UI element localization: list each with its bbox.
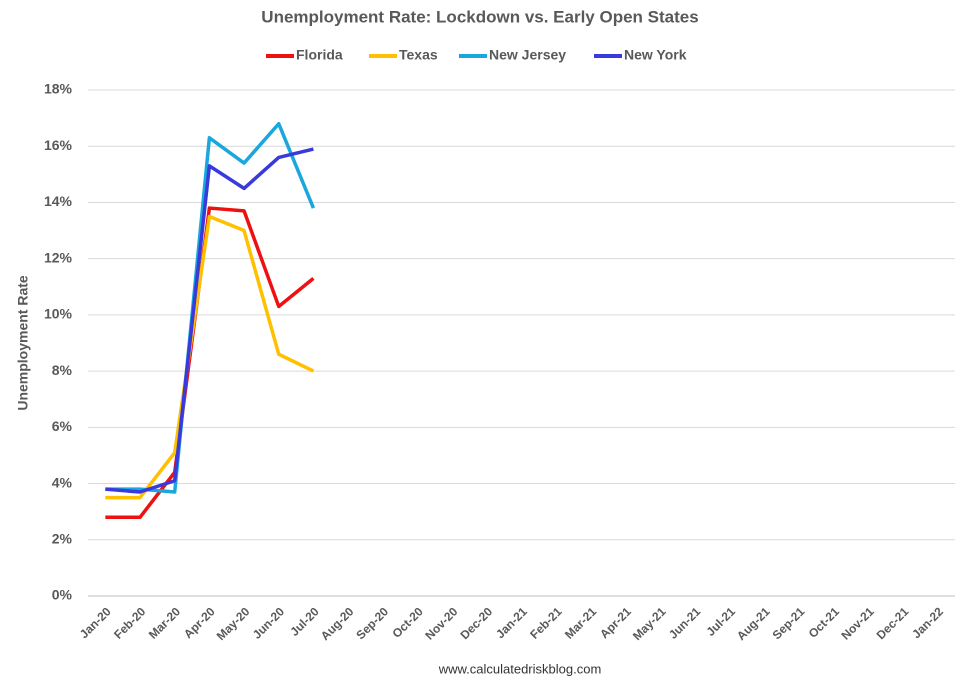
x-tick-label: Jan-20 — [77, 604, 114, 641]
chart-title: Unemployment Rate: Lockdown vs. Early Op… — [261, 7, 698, 26]
y-tick-label: 14% — [44, 193, 73, 209]
series-line — [105, 214, 315, 500]
series-line — [105, 147, 314, 494]
x-tick-label: Sep-20 — [353, 604, 391, 642]
x-tick-label: Aug-21 — [734, 604, 773, 643]
x-tick-label: Oct-21 — [806, 604, 843, 641]
x-tick-label: Jun-21 — [666, 604, 703, 641]
x-tick-label: May-20 — [214, 604, 253, 643]
x-tick-label: Feb-21 — [527, 604, 564, 641]
legend-label: Texas — [399, 47, 438, 63]
x-tick-label: Apr-20 — [181, 604, 218, 641]
x-tick-label: Aug-20 — [318, 604, 357, 643]
x-tick-label: Nov-21 — [838, 604, 876, 642]
x-tick-label: Dec-21 — [874, 604, 912, 642]
y-tick-label: 2% — [52, 530, 73, 546]
x-tick-label: Mar-21 — [562, 604, 599, 641]
x-tick-label: Jan-21 — [493, 604, 530, 641]
x-tick-label: Jul-21 — [704, 604, 739, 639]
x-tick-label: Jul-20 — [287, 604, 322, 639]
x-tick-label: Jan-22 — [909, 604, 946, 641]
y-tick-label: 18% — [44, 81, 73, 97]
x-tick-label: Dec-20 — [457, 604, 495, 642]
x-tick-label: Mar-20 — [146, 604, 183, 641]
x-tick-label: Sep-21 — [770, 604, 808, 642]
y-tick-label: 6% — [52, 418, 73, 434]
y-tick-label: 16% — [44, 137, 73, 153]
y-tick-label: 12% — [44, 249, 73, 265]
legend-label: New York — [624, 47, 687, 63]
x-tick-label: Jun-20 — [250, 604, 287, 641]
x-tick-label: Oct-20 — [390, 604, 427, 641]
y-axis-label: Unemployment Rate — [15, 275, 31, 411]
legend-label: New Jersey — [489, 47, 566, 63]
source: www.calculatedriskblog.com — [438, 661, 602, 676]
x-tick-label: Feb-20 — [111, 604, 148, 641]
series-line — [105, 206, 315, 520]
y-tick-label: 8% — [52, 362, 73, 378]
x-tick-label: Nov-20 — [422, 604, 460, 642]
x-tick-label: Apr-21 — [597, 604, 634, 641]
y-tick-label: 10% — [44, 306, 73, 322]
y-tick-label: 4% — [52, 474, 73, 490]
x-tick-label: May-21 — [630, 604, 669, 643]
series-line — [105, 121, 316, 494]
y-tick-label: 0% — [52, 587, 73, 603]
legend-label: Florida — [296, 47, 343, 63]
